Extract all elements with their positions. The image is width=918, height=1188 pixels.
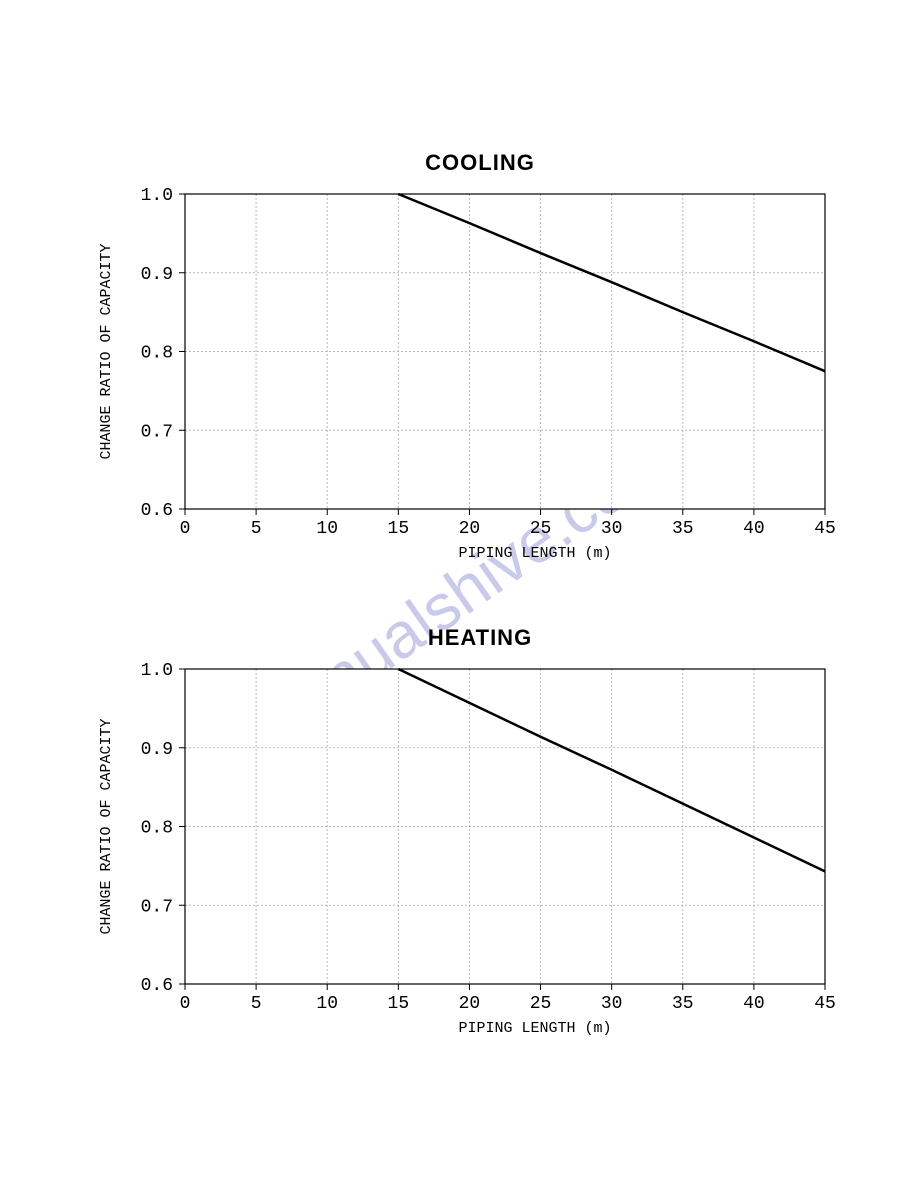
svg-text:20: 20 bbox=[459, 519, 481, 539]
svg-text:30: 30 bbox=[601, 994, 623, 1014]
svg-text:10: 10 bbox=[316, 994, 338, 1014]
svg-text:PIPING LENGTH (m): PIPING LENGTH (m) bbox=[458, 1020, 611, 1037]
svg-text:40: 40 bbox=[743, 519, 765, 539]
svg-text:5: 5 bbox=[251, 994, 262, 1014]
svg-text:0.8: 0.8 bbox=[141, 819, 173, 839]
svg-text:15: 15 bbox=[388, 519, 410, 539]
heating-chart-title: HEATING bbox=[130, 625, 830, 651]
cooling-chart-title: COOLING bbox=[130, 150, 830, 176]
svg-text:35: 35 bbox=[672, 994, 694, 1014]
cooling-chart-block: COOLING 0510152025303540450.60.70.80.91.… bbox=[130, 150, 830, 564]
svg-text:CHANGE RATIO OF CAPACITY: CHANGE RATIO OF CAPACITY bbox=[98, 718, 115, 934]
svg-text:10: 10 bbox=[316, 519, 338, 539]
svg-text:PIPING LENGTH (m): PIPING LENGTH (m) bbox=[458, 545, 611, 562]
svg-text:0: 0 bbox=[180, 994, 191, 1014]
svg-text:0.7: 0.7 bbox=[141, 422, 173, 442]
svg-text:0.6: 0.6 bbox=[141, 976, 173, 996]
svg-text:0.9: 0.9 bbox=[141, 740, 173, 760]
svg-text:0.8: 0.8 bbox=[141, 344, 173, 364]
svg-text:25: 25 bbox=[530, 519, 552, 539]
svg-text:0: 0 bbox=[180, 519, 191, 539]
svg-text:15: 15 bbox=[388, 994, 410, 1014]
svg-text:45: 45 bbox=[814, 994, 836, 1014]
cooling-chart-svg: 0 5 10 15 20 25 30 35 40 45 0.6 0.7 0.8 0.9 1.0 PIPING … bbox=[130, 184, 835, 564]
svg-text:20: 20 bbox=[459, 994, 481, 1014]
svg-text:5: 5 bbox=[251, 519, 262, 539]
svg-text:45: 45 bbox=[814, 519, 836, 539]
svg-text:0.9: 0.9 bbox=[141, 265, 173, 285]
svg-text:1.0: 1.0 bbox=[141, 186, 173, 206]
page: manualshive.com COOLING 0510152025303540… bbox=[0, 0, 918, 1188]
svg-text:25: 25 bbox=[530, 994, 552, 1014]
svg-text:35: 35 bbox=[672, 519, 694, 539]
svg-text:0.7: 0.7 bbox=[141, 897, 173, 917]
svg-text:40: 40 bbox=[743, 994, 765, 1014]
svg-text:CHANGE RATIO OF CAPACITY: CHANGE RATIO OF CAPACITY bbox=[98, 243, 115, 459]
svg-text:30: 30 bbox=[601, 519, 623, 539]
heating-chart-block: HEATING 0510152025303540450.60.70.80.91.… bbox=[130, 625, 830, 1039]
svg-text:1.0: 1.0 bbox=[141, 661, 173, 681]
svg-text:0.6: 0.6 bbox=[141, 501, 173, 521]
heating-chart-svg: 0 5 10 15 20 25 30 35 40 45 0.6 0.7 0.8 0.9 1.0 PIPING … bbox=[130, 659, 835, 1039]
